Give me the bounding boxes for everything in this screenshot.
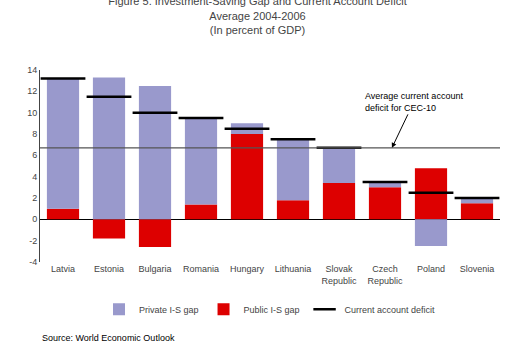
svg-text:Figure 5. Investment-Saving Ga: Figure 5. Investment-Saving Gap and Curr… — [108, 0, 406, 36]
svg-text:CzechRepublic: CzechRepublic — [367, 264, 403, 286]
svg-text:Public I-S gap: Public I-S gap — [244, 305, 300, 315]
svg-text:14: 14 — [27, 65, 37, 75]
svg-text:-4: -4 — [29, 257, 37, 267]
svg-text:Private I-S gap: Private I-S gap — [139, 305, 199, 315]
svg-text:SlovakRepublic: SlovakRepublic — [321, 264, 357, 286]
svg-text:6: 6 — [32, 150, 37, 160]
svg-text:-2: -2 — [29, 236, 37, 246]
svg-text:2: 2 — [32, 193, 37, 203]
svg-text:Poland: Poland — [417, 264, 445, 274]
svg-text:Bulgaria: Bulgaria — [138, 264, 171, 274]
svg-text:Current account deficit: Current account deficit — [345, 305, 436, 315]
svg-text:10: 10 — [27, 108, 37, 118]
svg-text:8: 8 — [32, 129, 37, 139]
svg-text:Romania: Romania — [183, 264, 219, 274]
svg-text:Lithuania: Lithuania — [275, 264, 312, 274]
svg-text:Average current accountdeficit: Average current accountdeficit for CEC-1… — [365, 91, 463, 113]
svg-text:Slovenia: Slovenia — [460, 264, 495, 274]
svg-text:Source: World Economic Outlook: Source: World Economic Outlook — [42, 333, 175, 343]
svg-text:4: 4 — [32, 172, 37, 182]
svg-text:Estonia: Estonia — [94, 264, 124, 274]
svg-text:Latvia: Latvia — [51, 264, 75, 274]
svg-text:Hungary: Hungary — [230, 264, 265, 274]
svg-text:12: 12 — [27, 86, 37, 96]
svg-text:0: 0 — [32, 214, 37, 224]
